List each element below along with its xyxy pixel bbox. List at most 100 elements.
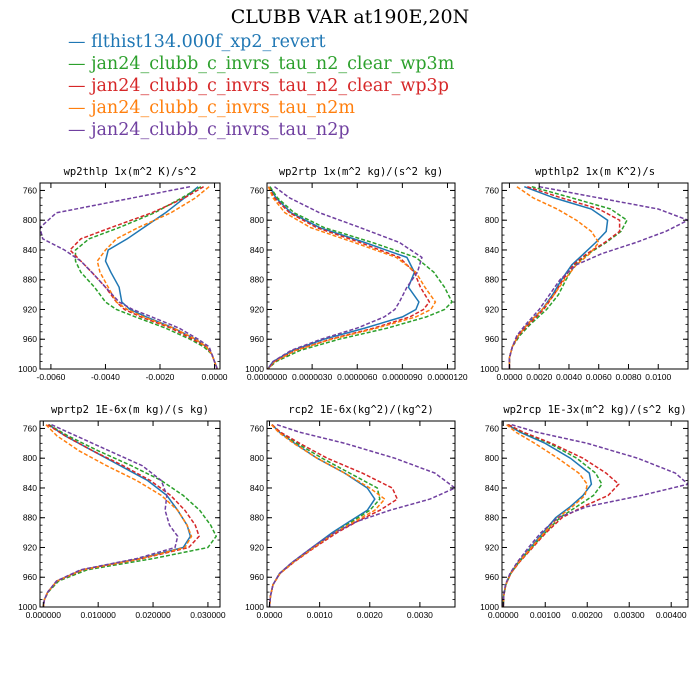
- panel-5: rcp2 1E-6x(kg^2)/(kg^2) 760 800 840 880 920 96…: [245, 404, 456, 620]
- x-tick-label: 0.0010: [307, 610, 333, 620]
- panel-title: wprtp2 1E-6x(m kg)/(s kg): [51, 404, 209, 416]
- y-tick-label: 880: [250, 513, 264, 523]
- x-tick-label: 0.00000: [488, 610, 519, 620]
- panel-2: wp2rtp 1x(m^2 kg)/(s^2 kg) 760 800 840 880 92…: [245, 166, 468, 382]
- panel-title: wp2rtp 1x(m^2 kg)/(s^2 kg): [279, 166, 443, 178]
- y-tick-label: 960: [250, 334, 264, 344]
- y-tick-label: 920: [250, 304, 264, 314]
- x-tick-label: 0.0000030: [292, 372, 332, 382]
- legend: — flthist134.000f_xp2_revert — jan24_clu…: [68, 31, 454, 141]
- y-tick-label: 960: [250, 572, 264, 582]
- series-line-4: [268, 424, 386, 607]
- y-tick-label: 1000: [480, 602, 499, 612]
- plot-frame: [501, 182, 689, 370]
- series-line-2: [74, 186, 219, 369]
- series-line-3: [268, 424, 399, 607]
- legend-item-n2m: — jan24_clubb_c_invrs_tau_n2m: [68, 97, 454, 119]
- x-tick-label: 0.0000: [202, 372, 228, 382]
- legend-item-wp3p: — jan24_clubb_c_invrs_tau_n2_clear_wp3p: [68, 75, 454, 97]
- x-tick-label: 0.0040: [556, 372, 582, 382]
- y-tick-label: 880: [250, 275, 264, 285]
- series-line-1: [508, 185, 609, 369]
- series-group: [502, 423, 688, 607]
- plot-frame: [39, 420, 221, 608]
- series-line-4: [502, 424, 588, 607]
- legend-label: — jan24_clubb_c_invrs_tau_n2_clear_wp3m: [68, 54, 455, 74]
- y-tick-label: 760: [250, 185, 264, 195]
- legend-label: — jan24_clubb_c_invrs_tau_n2p: [68, 120, 350, 140]
- x-tick-label: 0.0020: [357, 610, 383, 620]
- panel-title: wpthlp2 1x(m K^2)/s: [535, 166, 655, 178]
- y-tick-label: 920: [250, 542, 264, 552]
- series-line-4: [96, 186, 219, 369]
- y-tick-label: 880: [485, 275, 499, 285]
- y-tick-label: 920: [485, 304, 499, 314]
- series-line-1: [268, 424, 376, 607]
- x-tick-label: -0.0020: [146, 372, 175, 382]
- y-tick-label: 1000: [480, 364, 499, 374]
- series-group: [42, 424, 218, 607]
- y-tick-label: 840: [23, 245, 37, 255]
- y-tick-label: 800: [250, 215, 264, 225]
- y-tick-label: 1000: [18, 364, 37, 374]
- series-line-4: [42, 424, 193, 607]
- panel-4: wprtp2 1E-6x(m kg)/(s kg) 760 800 840 880 920…: [18, 404, 226, 620]
- y-tick-label: 840: [250, 483, 264, 493]
- legend-label: — jan24_clubb_c_invrs_tau_n2_clear_wp3p: [68, 76, 449, 96]
- plot-frame: [501, 420, 689, 608]
- series-line-1: [267, 186, 420, 369]
- x-tick-label: -0.0040: [91, 372, 120, 382]
- x-tick-label: 0.0000060: [337, 372, 377, 382]
- plot-frame: [266, 420, 456, 608]
- y-tick-label: 760: [485, 423, 499, 433]
- series-line-2: [502, 424, 603, 607]
- series-group: [40, 185, 219, 369]
- x-tick-label: 0.020000: [135, 610, 171, 620]
- x-tick-label: 0.0000000: [247, 372, 287, 382]
- plot-frame: [266, 182, 456, 370]
- x-tick-label: 0.0000090: [382, 372, 422, 382]
- y-tick-label: 960: [485, 334, 499, 344]
- y-tick-label: 960: [485, 572, 499, 582]
- legend-item-n2p: — jan24_clubb_c_invrs_tau_n2p: [68, 119, 454, 141]
- x-tick-label: 0.00400: [656, 610, 687, 620]
- legend-label: — jan24_clubb_c_invrs_tau_n2m: [68, 98, 355, 118]
- panel-title: rcp2 1E-6x(kg^2)/(kg^2): [288, 404, 433, 416]
- plot-frame: [39, 182, 221, 370]
- panel-1: wp2thlp 1x(m^2 K)/s^2 760 800 840 880 920 960 1…: [18, 166, 228, 382]
- x-tick-label: -0.0060: [36, 372, 65, 382]
- series-line-2: [42, 424, 218, 607]
- series-line-3: [42, 424, 200, 607]
- y-tick-label: 800: [485, 453, 499, 463]
- x-tick-label: 0.0020: [526, 372, 552, 382]
- x-tick-label: 0.010000: [80, 610, 116, 620]
- y-tick-label: 800: [23, 215, 37, 225]
- x-tick-label: 0.0060: [586, 372, 612, 382]
- series-line-5: [267, 186, 423, 369]
- panel-title: wp2thlp 1x(m^2 K)/s^2: [64, 166, 197, 178]
- y-tick-label: 920: [23, 304, 37, 314]
- figure-title: CLUBB VAR at190E,20N: [230, 6, 470, 28]
- y-tick-label: 920: [485, 542, 499, 552]
- legend-item-wp3m: — jan24_clubb_c_invrs_tau_n2_clear_wp3m: [68, 53, 454, 75]
- series-group: [267, 186, 453, 369]
- y-tick-label: 1000: [18, 602, 37, 612]
- x-tick-label: 0.030000: [190, 610, 226, 620]
- series-line-5: [40, 185, 219, 369]
- series-line-1: [42, 424, 192, 607]
- y-tick-label: 960: [23, 334, 37, 344]
- series-group: [268, 423, 455, 607]
- x-tick-label: 0.0000120: [427, 372, 467, 382]
- y-tick-label: 760: [250, 423, 264, 433]
- series-line-5: [42, 424, 179, 607]
- panel-3: wpthlp2 1x(m K^2)/s 760 800 840 880 920 960 100…: [480, 166, 689, 382]
- series-line-5: [502, 423, 688, 607]
- y-tick-label: 840: [250, 245, 264, 255]
- y-tick-label: 760: [23, 185, 37, 195]
- y-tick-label: 800: [23, 453, 37, 463]
- series-line-5: [268, 423, 455, 607]
- panel-title: wp2rcp 1E-3x(m^2 kg)/(s^2 kg): [503, 404, 686, 416]
- series-line-5: [508, 185, 688, 369]
- x-tick-label: 0.00100: [530, 610, 561, 620]
- y-tick-label: 760: [23, 423, 37, 433]
